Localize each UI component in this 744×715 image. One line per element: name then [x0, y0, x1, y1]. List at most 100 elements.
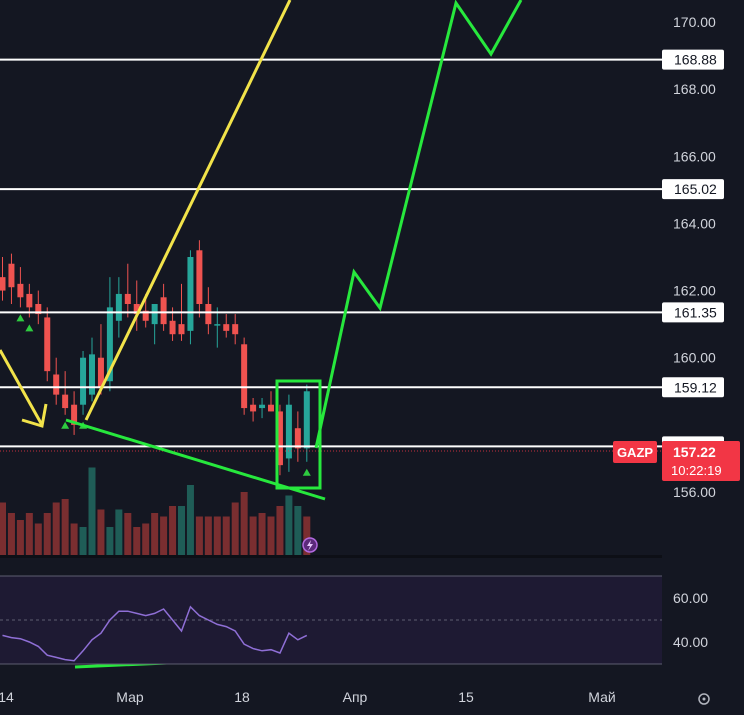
volume-histogram	[0, 467, 311, 555]
level-price-badge	[662, 377, 724, 398]
buy-signal-icon	[61, 421, 70, 429]
last-price-marker: GAZP 157.22 10:22:19	[613, 441, 740, 481]
buy-signal-icon	[16, 314, 25, 322]
settings-icon[interactable]	[698, 693, 710, 705]
volume-bar	[0, 502, 6, 555]
candle	[0, 257, 6, 301]
candle	[8, 253, 15, 304]
price-tick-label: 162.00	[673, 283, 716, 299]
volume-bar	[142, 523, 150, 555]
rsi-tick-label: 60.00	[673, 590, 708, 606]
volume-bar	[258, 513, 266, 555]
last-price-countdown: 10:22:19	[671, 463, 722, 478]
candle	[268, 391, 274, 412]
yellow-trend-line	[84, 0, 292, 421]
volume-bar	[186, 485, 194, 555]
candle	[187, 250, 194, 345]
buy-signal-icon	[302, 468, 311, 476]
time-tick-label: 15	[458, 689, 474, 705]
volume-bar	[285, 495, 293, 555]
volume-bar	[231, 502, 239, 555]
volume-bar	[106, 527, 114, 555]
yellow-arrow-shaft	[0, 349, 44, 426]
price-tick-label: 156.00	[673, 484, 716, 500]
price-tick-label: 170.00	[673, 14, 716, 30]
rsi-pane: 60.00 40.00	[0, 575, 708, 665]
volume-bar	[160, 516, 168, 555]
last-price-badge	[662, 441, 740, 481]
candle	[196, 240, 203, 318]
volume-bar	[97, 509, 105, 555]
price-tick-label: 168.00	[673, 81, 716, 97]
volume-bar	[133, 527, 141, 555]
candlestick-series	[0, 240, 311, 476]
volume-bar	[213, 516, 221, 555]
candle	[223, 314, 230, 338]
rsi-tick-label: 40.00	[673, 634, 708, 650]
volume-bar	[16, 520, 24, 555]
volume-bar	[7, 513, 15, 555]
time-tick-label: Апр	[343, 689, 368, 705]
candle	[205, 287, 212, 335]
price-tick-label: 160.00	[673, 350, 716, 366]
volume-bar	[25, 513, 33, 555]
volume-bar	[52, 502, 60, 555]
volume-bar	[178, 506, 185, 555]
time-tick-label: 18	[234, 689, 250, 705]
candle	[62, 371, 69, 415]
volume-bar	[276, 506, 284, 555]
symbol-badge-label: GAZP	[617, 445, 653, 460]
candle	[89, 337, 95, 402]
candle	[17, 267, 24, 308]
candle	[97, 324, 104, 395]
level-price-badge	[662, 49, 724, 70]
volume-bar	[124, 513, 132, 555]
volume-bar	[88, 467, 96, 555]
lightning-icon[interactable]	[302, 537, 318, 553]
volume-bar	[43, 513, 51, 555]
candle	[71, 391, 78, 435]
candle	[115, 277, 122, 338]
level-price-label: 161.35	[674, 304, 717, 320]
level-price-label: 159.12	[674, 379, 717, 395]
candle	[124, 263, 131, 318]
rsi-line	[2, 605, 308, 662]
volume-bar	[249, 516, 257, 555]
level-price-badge	[662, 302, 724, 323]
price-axis[interactable]: 170.00 168.00 166.00 164.00 162.00 160.00 156.…	[673, 14, 716, 500]
candle	[250, 398, 257, 422]
candle	[151, 304, 158, 345]
volume-bar	[303, 516, 311, 555]
volume-bar	[61, 499, 69, 555]
volume-bar	[169, 506, 177, 555]
candle	[303, 384, 310, 462]
candle	[259, 398, 266, 419]
volume-bar	[195, 516, 203, 555]
level-price-label: 168.88	[674, 52, 717, 68]
candle	[285, 394, 292, 472]
time-tick-label: 14	[0, 689, 14, 705]
volume-bar	[115, 509, 123, 555]
time-tick-label: Май	[588, 689, 615, 705]
volume-bar	[204, 516, 212, 555]
green-forecast-path	[314, 0, 523, 449]
candle	[232, 314, 239, 345]
yellow-arrow-head	[21, 403, 48, 428]
candle	[44, 307, 51, 382]
time-axis[interactable]: 14 Мар 18 Апр 15 Май	[0, 689, 616, 705]
level-price-label: 165.02	[674, 181, 717, 197]
candle	[276, 404, 283, 476]
volume-bar	[267, 516, 275, 555]
candle	[53, 357, 60, 405]
level-price-badge	[662, 179, 724, 200]
candle	[294, 411, 301, 462]
time-tick-label: Мар	[116, 689, 144, 705]
price-tick-label: 166.00	[673, 148, 716, 164]
volume-bar	[34, 523, 42, 555]
volume-bar	[151, 513, 159, 555]
candle	[35, 290, 42, 325]
pane-separator[interactable]	[0, 555, 662, 558]
volume-bar	[222, 516, 230, 555]
volume-bar	[294, 506, 302, 555]
